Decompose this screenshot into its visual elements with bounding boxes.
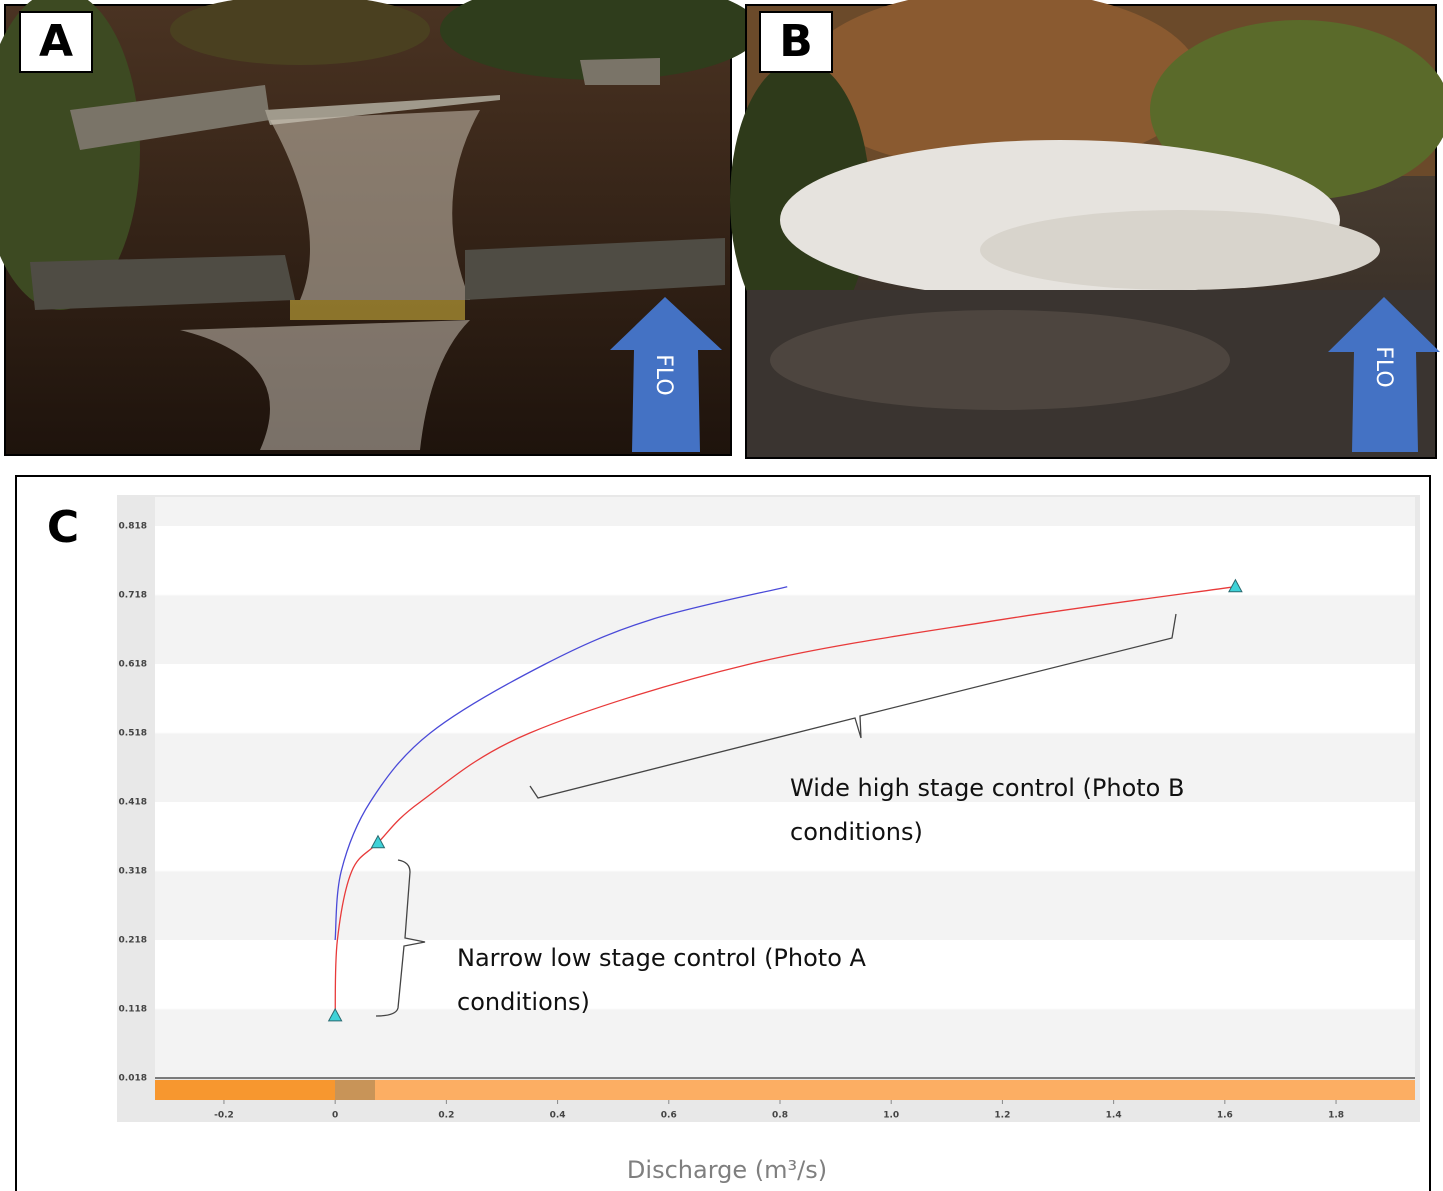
x-tick-label: 0.4: [550, 1111, 566, 1121]
y-tick-label: 0.518: [119, 728, 147, 738]
x-axis-label: Discharge (m³/s): [627, 1156, 827, 1184]
x-tick-label: 1.6: [1217, 1111, 1233, 1121]
x-tick-label: 1.4: [1106, 1111, 1122, 1121]
x-tick-label: -0.2: [214, 1111, 234, 1121]
grid-band: [155, 595, 1415, 664]
y-tick-label: 0.118: [119, 1004, 147, 1014]
y-tick-label: 0.718: [119, 590, 147, 600]
panel-label: C: [47, 502, 79, 553]
y-tick-label: 0.418: [119, 797, 147, 807]
grid-band: [155, 497, 1415, 526]
y-tick-label: 0.818: [119, 521, 147, 531]
figure: FLO A FLO B C Discharge (m³/s) 0.0180.11…: [0, 0, 1443, 1191]
grid-band: [155, 871, 1415, 940]
y-tick-label: 0.218: [119, 935, 147, 945]
y-tick-label: 0.318: [119, 866, 147, 876]
y-tick-label: 0.618: [119, 659, 147, 669]
x-tick-label: 0.2: [438, 1111, 454, 1121]
x-tick-label: 1.8: [1328, 1111, 1344, 1121]
annotation: Wide high stage control (Photo B conditi…: [790, 766, 1260, 854]
x-tick-label: 0.8: [772, 1111, 788, 1121]
y-tick-label: 0.018: [119, 1074, 147, 1084]
annotation: Narrow low stage control (Photo A condit…: [457, 936, 937, 1024]
x-tick-label: 1.0: [883, 1111, 899, 1121]
x-tick-label: 0.6: [661, 1111, 677, 1121]
x-tick-label: 0: [332, 1111, 338, 1121]
x-tick-label: 1.2: [994, 1111, 1010, 1121]
navigator-window: [335, 1080, 375, 1100]
navigator: [155, 1080, 335, 1100]
